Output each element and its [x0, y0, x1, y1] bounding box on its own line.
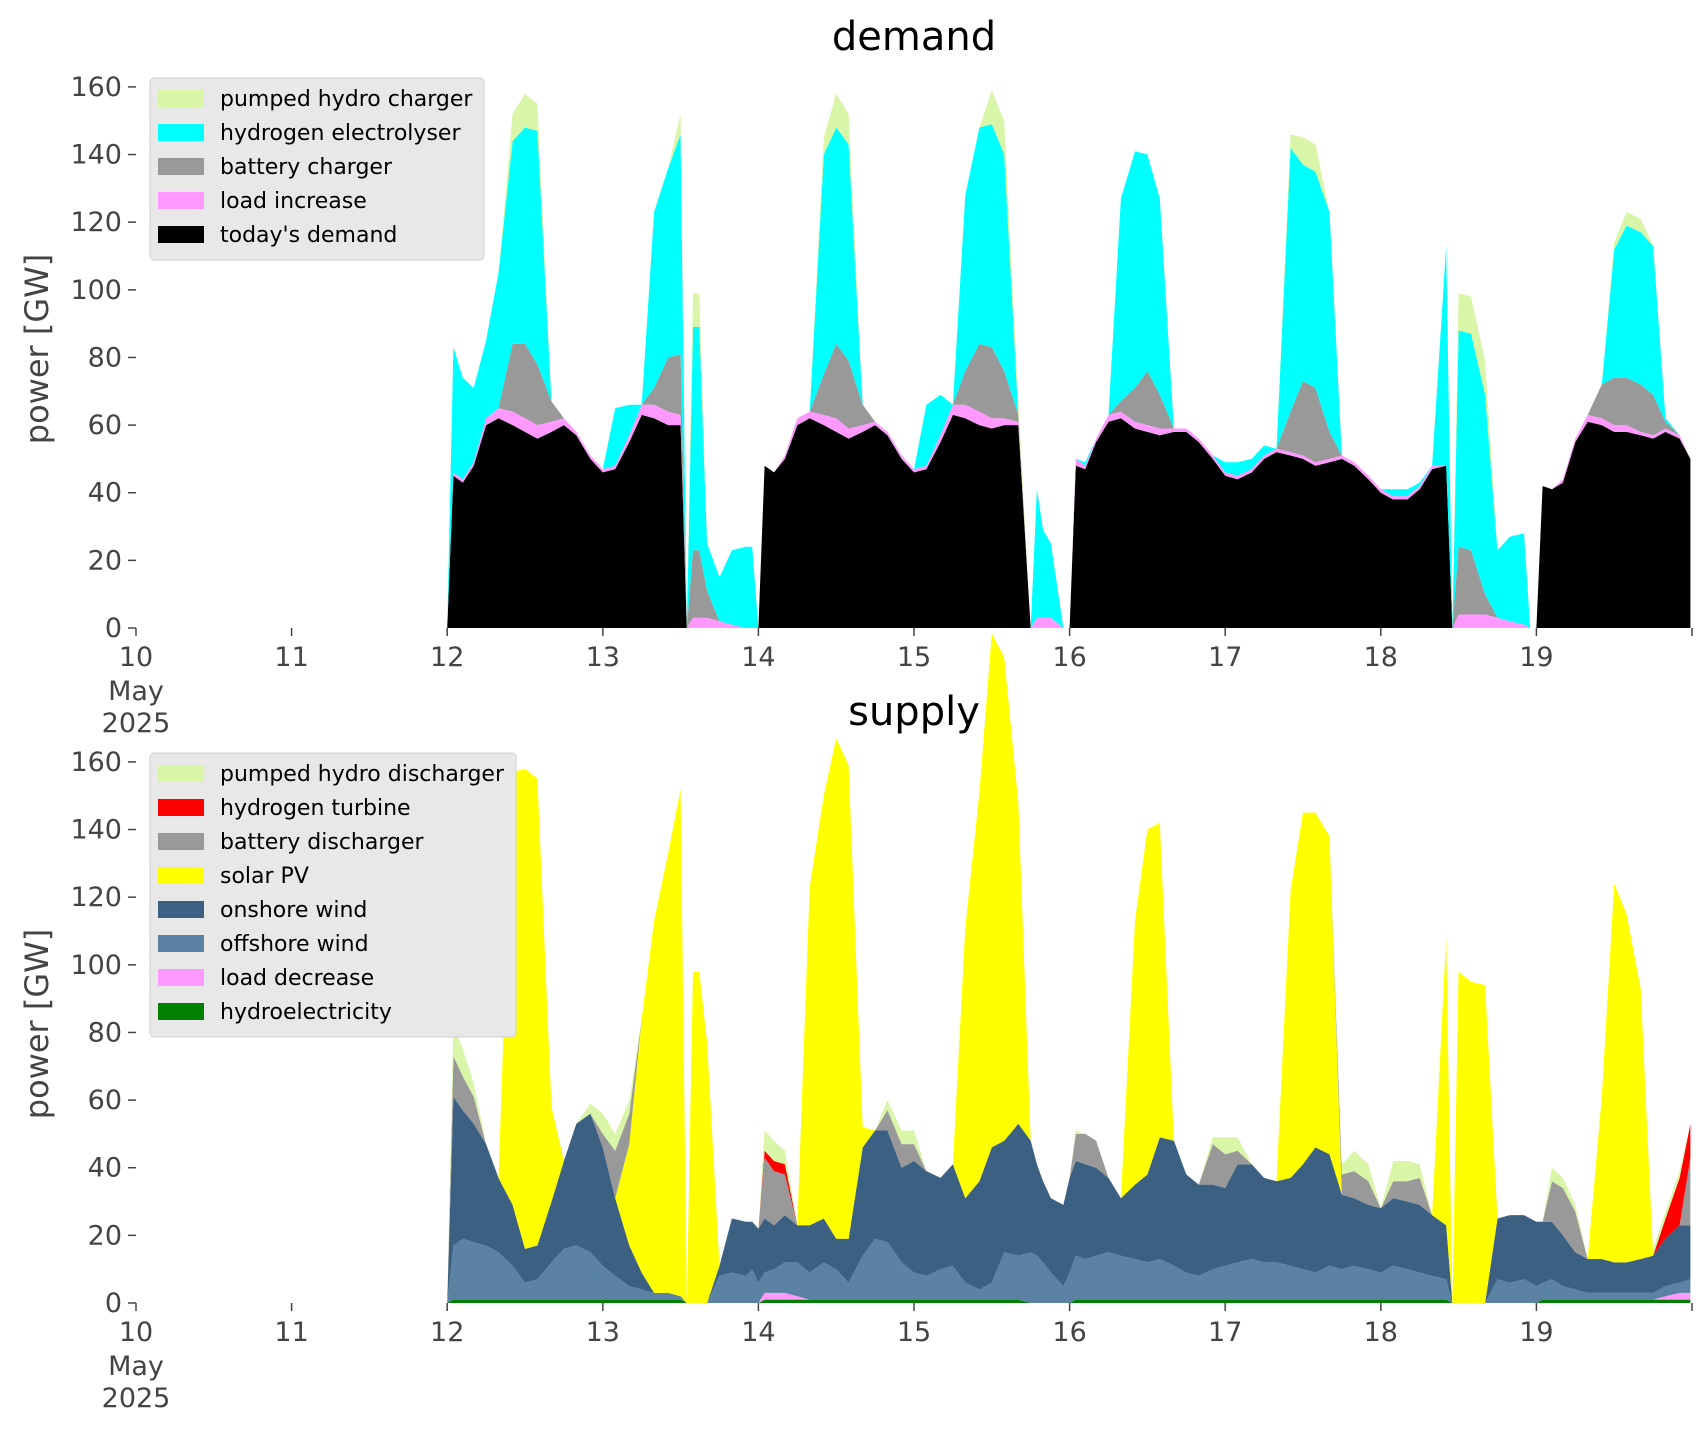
x-tick-label: 10 [119, 642, 153, 673]
legend-label-battery-charger: battery charger [220, 155, 393, 180]
legend-swatch-battery-charger [158, 158, 204, 175]
x-tick-label: 16 [1052, 1317, 1086, 1348]
legend-label-load-increase: load increase [220, 189, 367, 214]
legend-box [149, 77, 485, 261]
legend-swatch-load-decrease [158, 969, 204, 986]
series-area-battery-discharger [447, 633, 1691, 1303]
x-tick-label: 13 [586, 642, 620, 673]
legend-label-solar-pv: solar PV [220, 864, 309, 889]
y-axis-label: power [GW] [18, 254, 56, 444]
x-tick-label: 19 [1519, 642, 1553, 673]
legend-label-pumped-hydro-charger: pumped hydro charger [220, 87, 473, 112]
legend-label-battery-discharger: battery discharger [220, 830, 425, 855]
legend-label-offshore-wind: offshore wind [220, 932, 369, 957]
legend: pumped hydro charger hydrogen electrolyse… [149, 77, 485, 261]
legend: pumped hydro discharger hydrogen turbine b… [149, 752, 517, 1038]
series-area-hydrogen-electrolyser [447, 124, 1691, 628]
x-tick-label: 18 [1364, 642, 1398, 673]
legend-swatch-today-s-demand [158, 226, 204, 243]
legend-label-hydrogen-turbine: hydrogen turbine [220, 796, 411, 821]
series-area-load-increase [447, 404, 1691, 628]
legend-swatch-pumped-hydro-discharger [158, 765, 204, 782]
chart-title: demand [832, 14, 996, 60]
legend-label-hydroelectricity: hydroelectricity [220, 1000, 392, 1025]
x-tick-sublabel: May [108, 1351, 164, 1382]
legend-box [149, 752, 517, 1038]
legend-swatch-battery-discharger [158, 833, 204, 850]
legend-label-hydrogen-electrolyser: hydrogen electrolyser [220, 121, 461, 146]
y-tick-label: 20 [88, 1220, 122, 1251]
y-tick-label: 60 [88, 410, 122, 441]
y-tick-label: 160 [70, 72, 122, 103]
legend-swatch-load-increase [158, 192, 204, 209]
legend-label-pumped-hydro-discharger: pumped hydro discharger [220, 762, 505, 787]
x-tick-label: 10 [119, 1317, 153, 1348]
y-tick-label: 160 [70, 747, 122, 778]
y-tick-label: 40 [88, 478, 122, 509]
legend-swatch-pumped-hydro-charger [158, 90, 204, 107]
series-area-offshore-wind [447, 1238, 1691, 1303]
y-tick-label: 140 [70, 140, 122, 171]
legend-label-today-s-demand: today's demand [220, 223, 397, 248]
x-tick-label: 17 [1208, 1317, 1242, 1348]
x-tick-label: 11 [274, 1317, 308, 1348]
legend-swatch-solar-pv [158, 867, 204, 884]
x-tick-label: 12 [430, 1317, 464, 1348]
x-tick-label: 15 [897, 1317, 931, 1348]
x-tick-label: 18 [1364, 1317, 1398, 1348]
x-tick-label: 14 [741, 642, 775, 673]
x-tick-label: 17 [1208, 642, 1242, 673]
legend-swatch-hydrogen-turbine [158, 799, 204, 816]
chart-title: supply [848, 689, 980, 735]
y-axis-label: power [GW] [18, 929, 56, 1119]
legend-swatch-onshore-wind [158, 901, 204, 918]
x-tick-label: 19 [1519, 1317, 1553, 1348]
legend-swatch-offshore-wind [158, 935, 204, 952]
x-tick-label: 15 [897, 642, 931, 673]
x-tick-label: 11 [274, 642, 308, 673]
series-area-hydroelectricity [447, 1299, 1691, 1303]
y-tick-label: 100 [70, 275, 122, 306]
y-tick-label: 60 [88, 1085, 122, 1116]
y-tick-label: 100 [70, 950, 122, 981]
legend-label-onshore-wind: onshore wind [220, 898, 367, 923]
y-tick-label: 80 [88, 342, 122, 373]
y-tick-label: 80 [88, 1017, 122, 1048]
y-tick-label: 40 [88, 1153, 122, 1184]
x-tick-label: 14 [741, 1317, 775, 1348]
y-tick-label: 120 [70, 882, 122, 913]
x-tick-sublabel: May [108, 676, 164, 707]
y-tick-label: 0 [105, 1288, 122, 1319]
y-tick-label: 140 [70, 815, 122, 846]
series-area-onshore-wind [447, 1096, 1691, 1303]
x-tick-label: 16 [1052, 642, 1086, 673]
series-area-today-s-demand [447, 414, 1691, 628]
x-tick-sublabel: 2025 [102, 708, 171, 739]
legend-label-load-decrease: load decrease [220, 966, 374, 991]
demand-panel: demand power [GW] 0 20 40 60 80 100 120 140 160 10M… [18, 14, 1693, 739]
y-tick-label: 20 [88, 545, 122, 576]
x-tick-label: 13 [586, 1317, 620, 1348]
x-tick-sublabel: 2025 [102, 1383, 171, 1414]
x-tick-label: 12 [430, 642, 464, 673]
legend-swatch-hydrogen-electrolyser [158, 124, 204, 141]
y-tick-label: 120 [70, 207, 122, 238]
legend-swatch-hydroelectricity [158, 1003, 204, 1020]
y-tick-label: 0 [105, 613, 122, 644]
